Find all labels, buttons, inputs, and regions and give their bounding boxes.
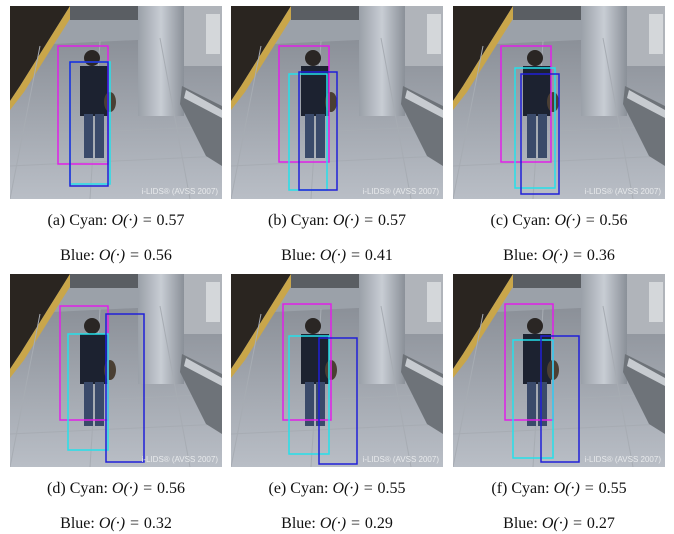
cyan-overlap-value: 0.55 (377, 480, 406, 497)
overlap-operator: O(·) = (98, 515, 140, 532)
caption-cyan: (d) Cyan: O(·) = 0.56 (10, 479, 222, 499)
blue-label: Blue: (281, 247, 316, 264)
person-figure (301, 318, 337, 426)
caption-cyan: (f) Cyan: O(·) = 0.55 (453, 479, 665, 499)
blue-label: Blue: (60, 247, 95, 264)
cyan-label: Cyan: (69, 212, 108, 229)
blue-overlap-value: 0.29 (364, 515, 393, 532)
reference-box (278, 45, 330, 163)
video-frame: i-LIDS® (AVSS 2007) (231, 6, 443, 199)
blue-box (298, 71, 338, 191)
watermark-text: i-LIDS® (AVSS 2007) (585, 455, 662, 464)
overlap-operator: O(·) = (111, 212, 153, 229)
cyan-overlap-value: 0.57 (377, 212, 406, 229)
overlap-operator: O(·) = (332, 480, 374, 497)
overlap-operator: O(·) = (319, 247, 361, 264)
video-frame: i-LIDS® (AVSS 2007) (10, 274, 222, 467)
caption-blue: Blue: O(·) = 0.32 (10, 514, 222, 534)
blue-label: Blue: (503, 515, 538, 532)
caption-cyan: (c) Cyan: O(·) = 0.56 (453, 211, 665, 231)
caption-blue: Blue: O(·) = 0.29 (231, 514, 443, 534)
overlap-operator: O(·) = (541, 515, 583, 532)
cyan-label: Cyan: (290, 480, 329, 497)
overlap-operator: O(·) = (332, 212, 374, 229)
blue-box (318, 337, 358, 465)
cyan-label: Cyan: (290, 212, 329, 229)
reference-box (500, 45, 552, 163)
overlap-operator: O(·) = (541, 247, 583, 264)
cyan-label: Cyan: (512, 212, 551, 229)
panel-label: (a) (47, 212, 66, 229)
station-scene-image: i-LIDS® (AVSS 2007) (10, 6, 222, 199)
watermark-text: i-LIDS® (AVSS 2007) (142, 455, 219, 464)
person-figure (80, 318, 116, 426)
reference-box (282, 303, 332, 421)
caption-blue: Blue: O(·) = 0.36 (453, 246, 665, 266)
station-scene-image: i-LIDS® (AVSS 2007) (10, 274, 222, 467)
watermark-text: i-LIDS® (AVSS 2007) (363, 187, 440, 196)
blue-overlap-value: 0.41 (364, 247, 393, 264)
station-scene-image: i-LIDS® (AVSS 2007) (231, 6, 443, 199)
station-scene-image: i-LIDS® (AVSS 2007) (453, 6, 665, 199)
panel-label: (f) (491, 480, 508, 497)
video-frame: i-LIDS® (AVSS 2007) (453, 274, 665, 467)
cyan-box (288, 335, 330, 455)
blue-overlap-value: 0.36 (586, 247, 615, 264)
overlap-operator: O(·) = (319, 515, 361, 532)
overlap-operator: O(·) = (554, 212, 596, 229)
caption-cyan: (a) Cyan: O(·) = 0.57 (10, 211, 222, 231)
station-scene-image: i-LIDS® (AVSS 2007) (453, 274, 665, 467)
overlap-operator: O(·) = (111, 480, 153, 497)
video-frame: i-LIDS® (AVSS 2007) (231, 274, 443, 467)
blue-box (105, 313, 145, 463)
watermark-text: i-LIDS® (AVSS 2007) (142, 187, 219, 196)
cyan-overlap-value: 0.57 (156, 212, 185, 229)
overlap-operator: O(·) = (553, 480, 595, 497)
blue-label: Blue: (281, 515, 316, 532)
video-frame: i-LIDS® (AVSS 2007) (453, 6, 665, 199)
caption-cyan: (b) Cyan: O(·) = 0.57 (231, 211, 443, 231)
panel-label: (d) (47, 480, 66, 497)
watermark-text: i-LIDS® (AVSS 2007) (363, 455, 440, 464)
blue-box (69, 61, 109, 187)
caption-blue: Blue: O(·) = 0.56 (10, 246, 222, 266)
station-scene-image: i-LIDS® (AVSS 2007) (231, 274, 443, 467)
blue-overlap-value: 0.56 (143, 247, 172, 264)
person-figure (523, 318, 559, 426)
overlap-operator: O(·) = (98, 247, 140, 264)
cyan-overlap-value: 0.56 (599, 212, 628, 229)
blue-box (540, 335, 580, 463)
caption-blue: Blue: O(·) = 0.27 (453, 514, 665, 534)
panel-label: (e) (268, 480, 287, 497)
panel-label: (b) (268, 212, 287, 229)
caption-cyan: (e) Cyan: O(·) = 0.55 (231, 479, 443, 499)
video-frame: i-LIDS® (AVSS 2007) (10, 6, 222, 199)
cyan-overlap-value: 0.56 (156, 480, 185, 497)
blue-box (520, 73, 560, 195)
cyan-box (514, 67, 556, 189)
caption-blue: Blue: O(·) = 0.41 (231, 246, 443, 266)
blue-label: Blue: (60, 515, 95, 532)
cyan-label: Cyan: (511, 480, 550, 497)
panel-label: (c) (490, 212, 509, 229)
blue-overlap-value: 0.27 (586, 515, 615, 532)
cyan-box (67, 333, 109, 451)
blue-label: Blue: (503, 247, 538, 264)
cyan-label: Cyan: (69, 480, 108, 497)
cyan-overlap-value: 0.55 (598, 480, 627, 497)
blue-overlap-value: 0.32 (143, 515, 172, 532)
watermark-text: i-LIDS® (AVSS 2007) (585, 187, 662, 196)
person-figure (80, 50, 116, 158)
cyan-box (512, 339, 554, 459)
